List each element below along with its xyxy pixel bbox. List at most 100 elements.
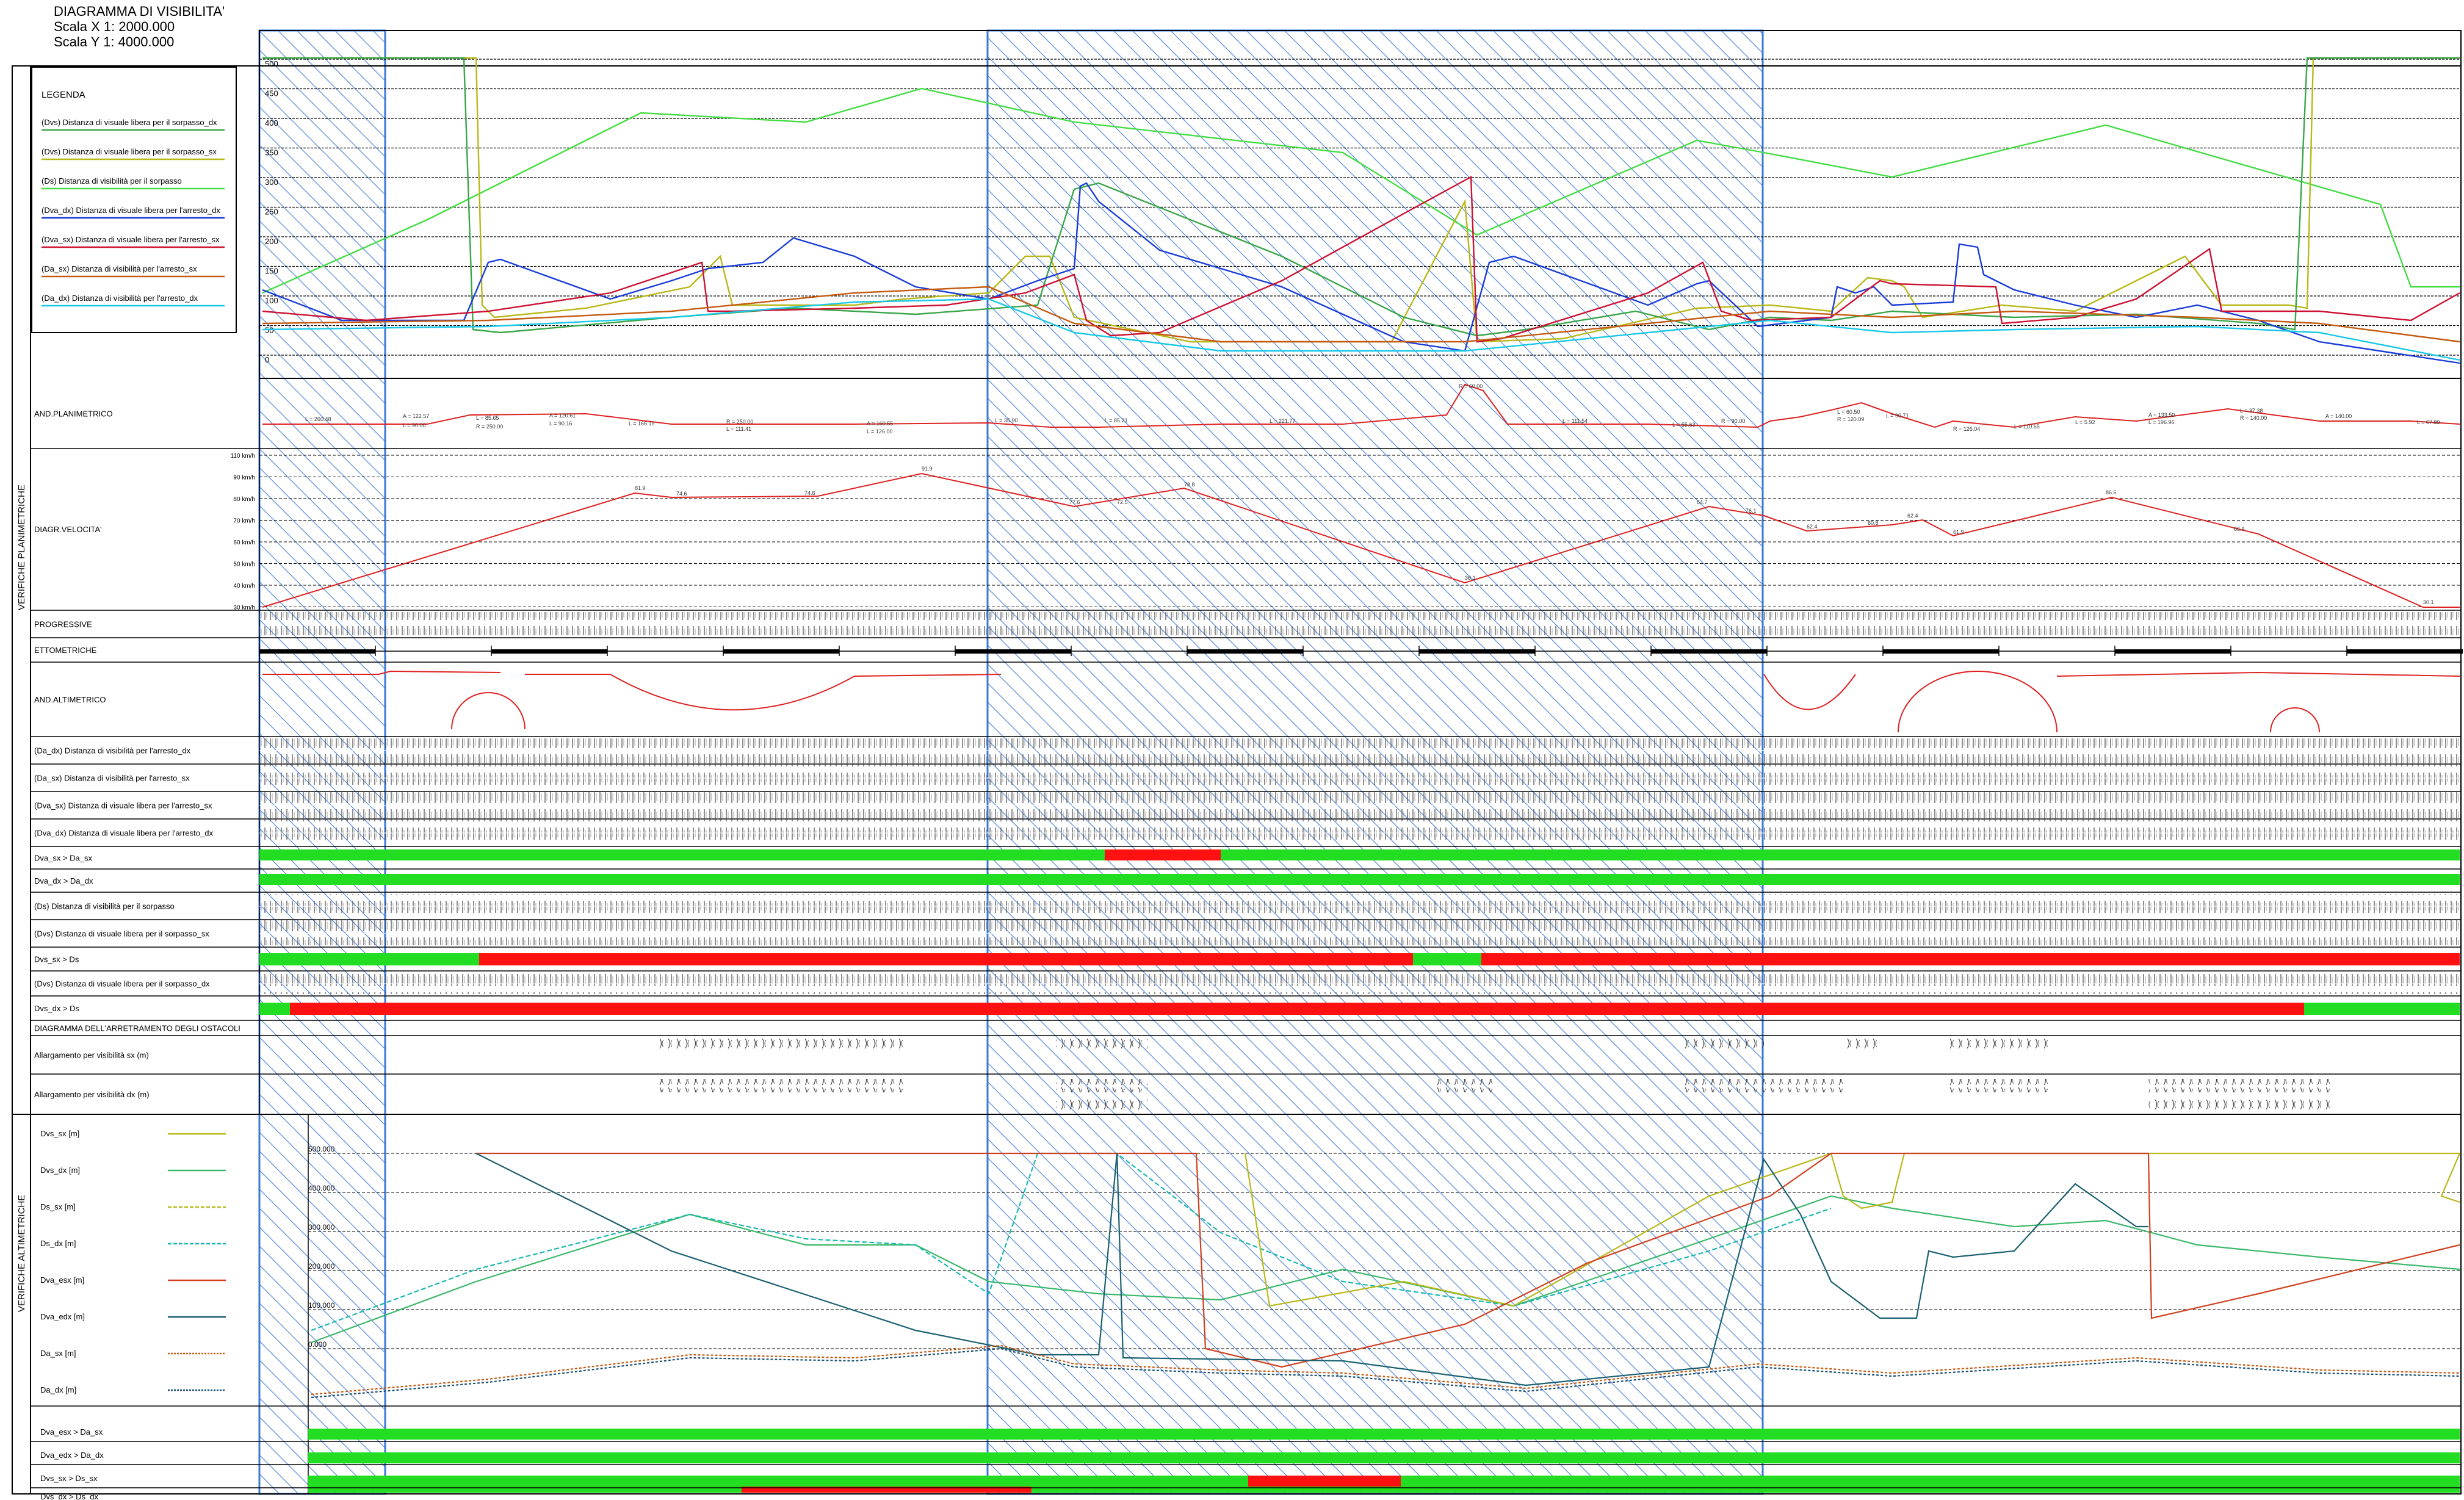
alt-legend: Dvs_sx [m] Dvs_dx [m] Ds_sx [m] Ds_dx [m] Dv… (40, 1129, 226, 1394)
svg-text:R = 140.00: R = 140.00 (2240, 415, 2267, 421)
alt-chart-grid: 500.000 400.000 300.000 200.000 100.000 0.000 (31, 1114, 2461, 1494)
speed-tick: 30 km/h (233, 605, 255, 611)
svg-text:L = 90.71: L = 90.71 (1886, 413, 1909, 419)
curve-dva-dx (262, 182, 2460, 364)
svg-text:L = 55.63: L = 55.63 (1672, 422, 1695, 428)
top-y-tick: 350 (265, 148, 278, 157)
alt-y-tick: 0.000 (308, 1340, 327, 1349)
value-ticks (259, 894, 2460, 945)
row-label-check1: Dva_sx > Da_sx (34, 854, 93, 863)
speed-label: 77.6 (1069, 499, 1080, 505)
etto-segment (2115, 649, 2231, 654)
check2-ok (259, 874, 2460, 885)
check3-fail-a (479, 953, 1413, 965)
svg-text:L = 110.65: L = 110.65 (2014, 424, 2040, 430)
svg-text:L = 60.50: L = 60.50 (1837, 409, 1860, 415)
check4-ok-a (259, 1003, 290, 1015)
row-label-progressive: PROGRESSIVE (34, 620, 92, 629)
svg-text:L = 166.19: L = 166.19 (629, 420, 654, 427)
speed-tick: 90 km/h (233, 475, 255, 481)
etto-segment (259, 649, 375, 654)
check3-ok-a (259, 953, 479, 965)
legend-item-label: (Dva_dx) Distanza di visuale libera per … (42, 206, 220, 215)
svg-text:R = 250.00: R = 250.00 (726, 419, 753, 425)
svg-text:L = 196.96: L = 196.96 (2148, 419, 2174, 425)
speed-profile (262, 472, 2460, 608)
etto-segment (491, 649, 607, 654)
planimetric-checks (259, 849, 2460, 1015)
svg-text:R = 120.09: R = 120.09 (1837, 416, 1864, 422)
row-label-ettometriche: ETTOMETRICHE (34, 646, 97, 655)
alt-da-sx (311, 1344, 2460, 1396)
legend-item-label: (Dvs) Distanza di visuale libera per il … (42, 118, 217, 127)
svg-text:A = 122.57: A = 122.57 (403, 413, 429, 419)
legend-item-label: (Da_dx) Distanza di visibilità per l'arr… (42, 294, 198, 303)
curve-da-sx (262, 286, 2460, 343)
speed-label: 86.6 (2106, 489, 2117, 496)
title-block: DIAGRAMMA DI VISIBILITA' Scala X 1: 2000… (54, 4, 225, 49)
svg-text:L = 126.00: L = 126.00 (867, 428, 892, 434)
row-label-allarg_dx: Allargamento per visibilità dx (m) (34, 1090, 150, 1099)
row-label-velocita: DIAGR.VELOCITA' (34, 525, 102, 534)
check4-ok-b (2304, 1003, 2460, 1015)
top-y-tick: 400 (265, 118, 278, 128)
alt-y-tick: 100.000 (308, 1301, 335, 1310)
etto-segment (1419, 649, 1535, 654)
legend-item-label: (Dvs) Distanza di visuale libera per il … (42, 147, 217, 156)
alt-check4-fail (742, 1487, 1031, 1493)
svg-text:L = 85.65: L = 85.65 (476, 415, 499, 421)
row-label-check4: Dvs_dx > Ds (34, 1004, 80, 1013)
diagram-title: DIAGRAMMA DI VISIBILITA' (54, 4, 225, 19)
speed-label: 74.6 (676, 491, 687, 497)
top-y-tick: 500 (265, 59, 278, 68)
row-label-arretramento: DIAGRAMMA DELL'ARRETRAMENTO DEGLI OSTACO… (34, 1024, 240, 1033)
alt-legend-label: Dvs_sx [m] (40, 1129, 79, 1138)
top-y-tick: 0 (265, 355, 269, 364)
svg-text:L = 260.48: L = 260.48 (305, 416, 331, 422)
svg-text:L = 111.54: L = 111.54 (1563, 418, 1588, 424)
svg-text:L = 35.90: L = 35.90 (995, 417, 1017, 424)
curve-dvs-sx (262, 57, 2460, 343)
legend-box: LEGENDA (Dvs) Distanza di visuale libera… (31, 67, 237, 333)
check3-ok-b (1413, 953, 1481, 965)
top-y-tick: 300 (265, 178, 278, 187)
alt-check2-ok (308, 1452, 2460, 1463)
section-altimetric: VERIFICHE ALTIMETRICHE (16, 1195, 27, 1312)
alt-legend-label: Dvs_dx [m] (40, 1166, 80, 1175)
etto-segment (1187, 649, 1303, 654)
speed-label: 66.9 (2234, 526, 2245, 532)
svg-text:A = 120.61: A = 120.61 (549, 413, 576, 419)
scale-x: Scala X 1: 2000.000 (54, 19, 175, 34)
row-label-altimetrico: AND.ALTIMETRICO (34, 695, 106, 704)
check1-ok-b (1221, 849, 2460, 860)
svg-text:R = 250.00: R = 250.00 (476, 424, 503, 430)
alt-legend-label: Ds_sx [m] (40, 1202, 76, 1211)
alt-y-tick: 300.000 (308, 1223, 335, 1231)
alt-legend-label: Da_sx [m] (40, 1349, 76, 1358)
speed-label: 91.9 (922, 466, 933, 472)
section-planimetric: VERIFICHE PLANIMETRICHE (16, 485, 27, 610)
row-label-dvs_dx: (Dvs) Distanza di visuale libera per il … (34, 979, 210, 989)
speed-tick: 50 km/h (233, 561, 255, 568)
speed-label: 30.1 (2423, 599, 2434, 605)
alt-check4-ok (308, 1487, 2460, 1493)
check1-ok (259, 849, 1239, 860)
alt-legend-label: Dva_esx [m] (40, 1275, 84, 1285)
speed-labels: 81.9 74.6 74.6 91.9 77.6 72.5 78.8 36.1 64.7 76.1… (635, 466, 2434, 605)
svg-text:R = 90.00: R = 90.00 (1721, 418, 1745, 424)
alt-dva-edx (475, 1153, 2148, 1386)
svg-text:R = 60.00: R = 60.00 (1459, 383, 1483, 389)
svg-text:R = 126.04: R = 126.04 (1953, 426, 1980, 432)
speed-label: 62.4 (1807, 524, 1818, 530)
row-label-dvs_sx: (Dvs) Distanza di visuale libera per il … (34, 929, 209, 939)
value-ticks (259, 738, 2460, 845)
arretramento-glyphs (659, 1037, 2332, 1112)
alt-da-dx (311, 1347, 2460, 1399)
alt-check-label: Dvs_dx > Ds_dx (40, 1492, 99, 1500)
planimetric-annotations: L = 260.48 A = 122.57 L = 90.00 L = 85.6… (305, 383, 2440, 434)
svg-text:A = 140.00: A = 140.00 (2325, 413, 2352, 419)
check4-fail (290, 1003, 2304, 1015)
alt-legend-label: Da_dx [m] (40, 1385, 76, 1394)
row-label-planimetrico: AND.PLANIMETRICO (34, 409, 113, 419)
